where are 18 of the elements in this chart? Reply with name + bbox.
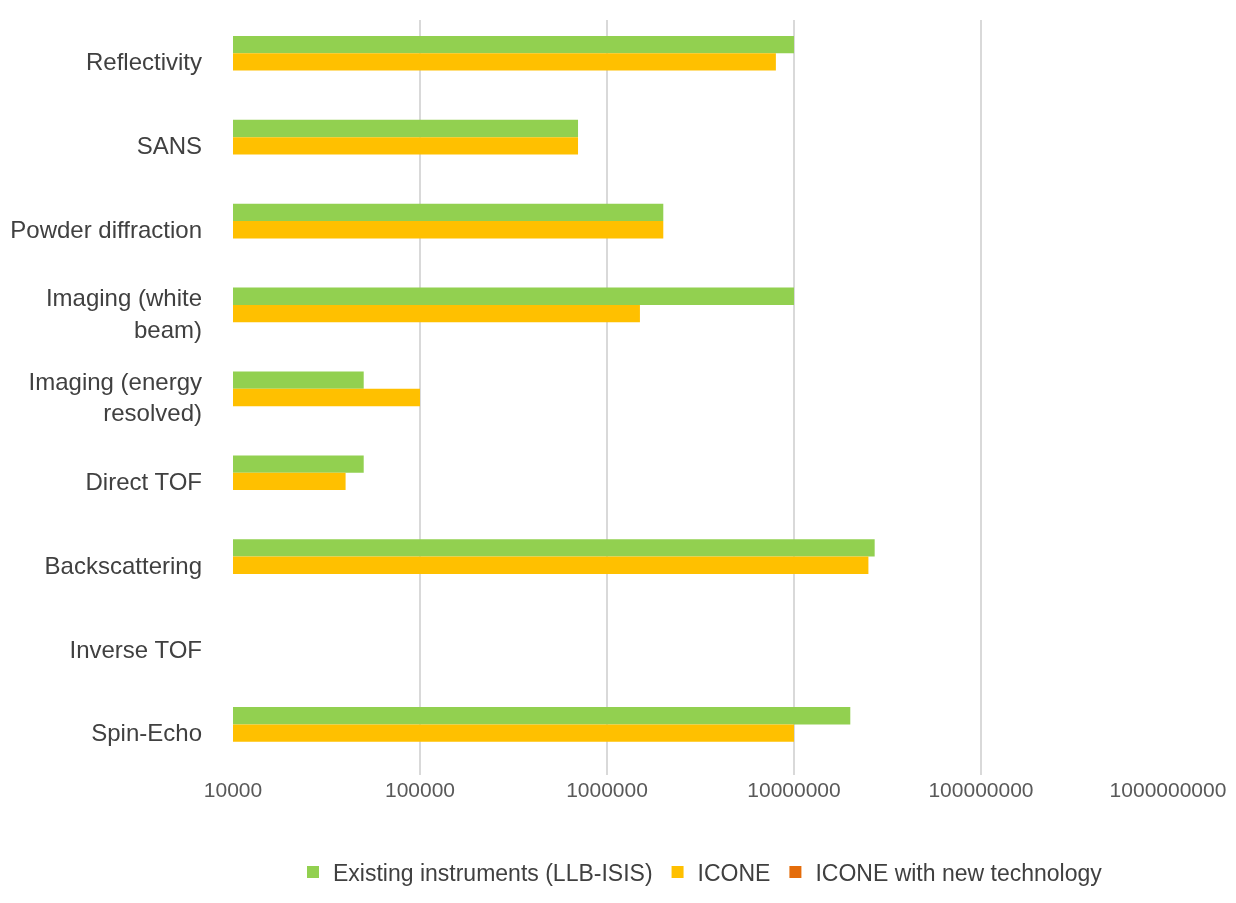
x-tick-label: 1000000	[566, 778, 648, 801]
x-tick-label: 1000000000	[1109, 778, 1227, 801]
y-tick-label: Backscattering	[44, 551, 202, 579]
y-tick-label: Direct TOF	[85, 467, 202, 495]
y-tick-label: Powder diffraction	[10, 216, 202, 244]
x-tick-label: 100000	[384, 778, 456, 801]
y-tick-label: Spin-Echo	[91, 719, 202, 747]
x-tick-label: 100000000	[928, 778, 1034, 801]
x-tick-label: 10000	[203, 778, 263, 801]
y-tick-label: Imaging (energy resolved)	[28, 368, 202, 427]
legend-label: ICONE	[697, 859, 771, 886]
legend-label: Existing instruments (LLB-ISIS)	[333, 859, 653, 886]
x-tick-label: 10000000	[747, 778, 841, 801]
y-tick-label: SANS	[136, 132, 202, 160]
legend-label: ICONE with new technology	[815, 859, 1103, 886]
y-tick-label: Inverse TOF	[69, 635, 202, 663]
y-tick-label: Reflectivity	[85, 48, 202, 76]
y-tick-label: Imaging (white beam)	[45, 284, 202, 343]
